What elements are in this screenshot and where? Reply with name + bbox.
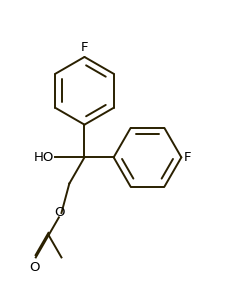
Text: HO: HO	[34, 151, 54, 164]
Text: O: O	[29, 261, 40, 274]
Text: O: O	[54, 206, 65, 219]
Text: F: F	[184, 151, 192, 164]
Text: F: F	[81, 41, 88, 54]
